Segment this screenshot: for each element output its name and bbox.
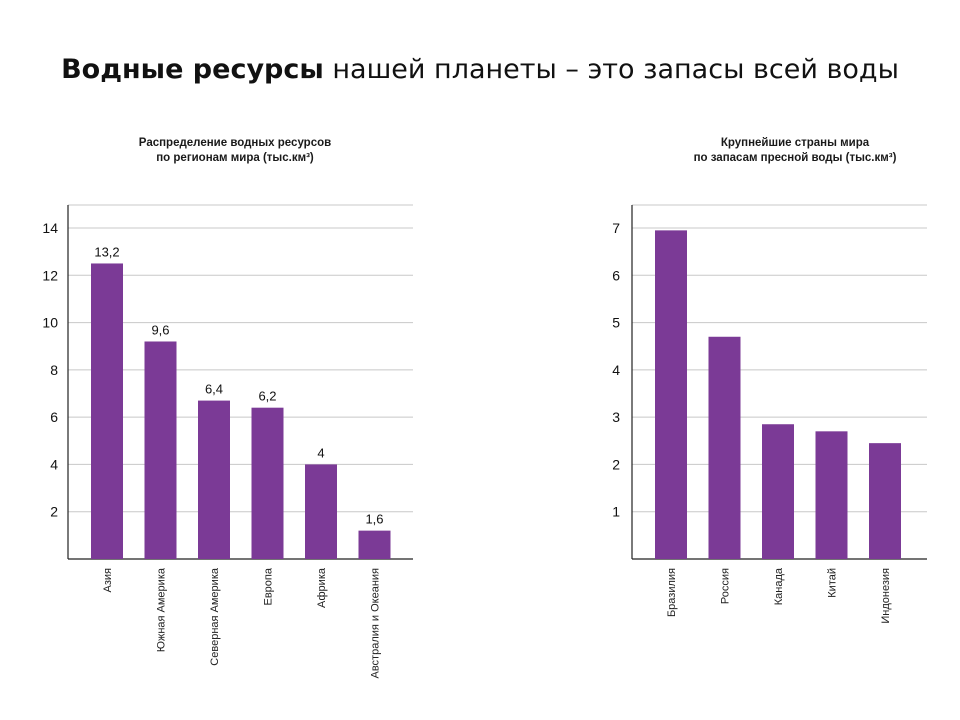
left-category-label: Африка <box>316 567 328 608</box>
left-bar <box>358 530 391 559</box>
right-category-label: Китай <box>827 568 839 598</box>
left-data-label: 6,4 <box>205 382 223 397</box>
left-y-tick-label: 14 <box>42 220 58 236</box>
right-y-tick-label: 1 <box>612 504 620 520</box>
right-category-label: Россия <box>720 568 732 604</box>
right-chart-title-line1: Крупнейшие страны мира <box>720 137 870 149</box>
left-data-label: 9,6 <box>151 322 169 337</box>
left-bar <box>198 400 230 559</box>
right-bar <box>869 443 901 559</box>
right-y-tick-label: 4 <box>612 362 620 378</box>
left-chart-title: Распределение водных ресурсов по региона… <box>100 136 370 166</box>
left-chart-title-line1: Распределение водных ресурсов <box>138 137 332 149</box>
right-category-label: Бразилия <box>666 568 678 617</box>
left-data-label: 6,2 <box>258 389 276 404</box>
left-category-label: Азия <box>102 568 114 593</box>
right-bar <box>762 424 794 559</box>
right-bar <box>708 336 741 559</box>
right-y-tick-label: 7 <box>612 220 620 236</box>
right-bar <box>655 230 687 559</box>
left-bar <box>91 263 123 559</box>
left-category-label: Австралия и Океания <box>370 568 382 679</box>
right-chart-title-line2: по запасам пресной воды (тыс.км³) <box>693 152 897 164</box>
right-y-tick-label: 5 <box>612 315 620 331</box>
right-category-label: Канада <box>773 567 785 605</box>
left-bar <box>144 341 177 559</box>
left-category-label: Южная Америка <box>156 567 168 652</box>
slide-title-bold: Водные ресурсы <box>61 54 324 85</box>
left-y-tick-label: 12 <box>42 267 58 283</box>
left-bar <box>251 407 284 559</box>
right-bar <box>815 431 848 559</box>
left-category-label: Северная Америка <box>209 567 221 666</box>
left-y-tick-label: 8 <box>50 362 58 378</box>
right-category-label: Индонезия <box>880 568 892 624</box>
left-data-label: 1,6 <box>365 512 383 527</box>
right-y-tick-label: 3 <box>612 409 620 425</box>
left-y-tick-label: 10 <box>42 315 58 331</box>
slide-title: Водные ресурсы нашей планеты – это запас… <box>0 52 960 88</box>
right-chart-title: Крупнейшие страны мира по запасам пресно… <box>645 136 945 166</box>
left-data-label: 4 <box>317 445 324 460</box>
left-y-tick-label: 4 <box>50 456 58 472</box>
left-category-label: Европа <box>263 567 275 605</box>
left-bar <box>305 464 337 559</box>
left-y-tick-label: 6 <box>50 409 58 425</box>
right-y-tick-label: 6 <box>612 267 620 283</box>
right-y-tick-label: 2 <box>612 456 620 472</box>
slide-title-rest: нашей планеты – это запасы всей воды <box>323 54 899 85</box>
left-chart-title-line2: по регионам мира (тыс.км³) <box>156 152 314 164</box>
left-y-tick-label: 2 <box>50 504 58 520</box>
left-data-label: 13,2 <box>94 244 119 259</box>
